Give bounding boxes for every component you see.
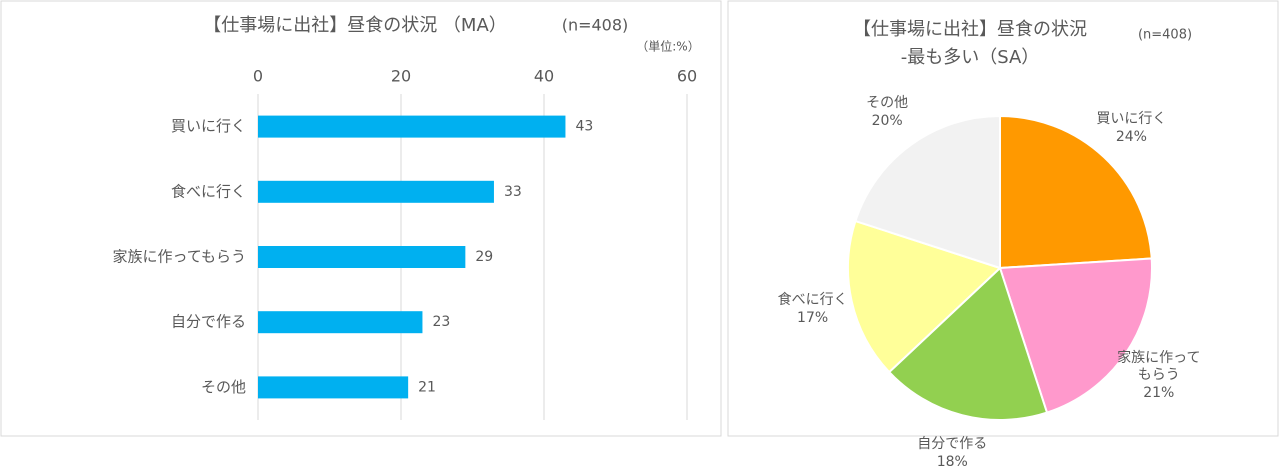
annotation: (n=408) (562, 16, 629, 35)
value-label: 21 (418, 379, 436, 395)
pie-slice (847, 219, 1002, 374)
x-tick-label: 20 (391, 67, 411, 86)
bar (258, 180, 494, 203)
pie-slice (999, 114, 1153, 270)
value-label: 29 (475, 249, 493, 265)
bar (258, 376, 409, 399)
chart-subtitle: -最も多い（SA） (901, 47, 1040, 68)
bar (258, 246, 466, 268)
y-tick-label: その他 (201, 378, 246, 396)
charts: 【仕事場に出社】昼食の状況 （MA） (n=408) （単位:%） 【仕事場に出… (0, 0, 1279, 437)
chart-title: 【仕事場に出社】昼食の状況 （MA） (203, 15, 507, 36)
x-tick-label: 40 (534, 67, 554, 86)
unit-label: （単位:%） (636, 39, 699, 54)
pie-slice (998, 257, 1153, 414)
y-tick-label: 家族に作ってもらう (112, 248, 246, 266)
slice-label: 食べに行く (777, 292, 848, 309)
slice-label: その他 (866, 95, 909, 112)
slice-label: 買いに行く (1096, 110, 1167, 127)
slice-value-label: 20% (871, 113, 903, 130)
value-label: 23 (432, 314, 450, 330)
pie-slice (854, 114, 1001, 270)
slice-label: 家族に作ってもらう (1117, 349, 1201, 383)
slice-value-label: 24% (1115, 128, 1147, 145)
slice-value-label: 17% (797, 310, 829, 327)
annotation: (n=408) (1138, 28, 1192, 43)
bar (258, 115, 566, 138)
chart-title: 【仕事場に出社】昼食の状況 (853, 19, 1087, 40)
pie-slice (887, 266, 1049, 421)
slice-label: 自分で作る (917, 436, 988, 453)
slice-value-label: 18% (936, 454, 968, 471)
y-tick-label: 食べに行く (171, 182, 246, 200)
panel (0, 0, 722, 437)
slice-value-label: 21% (1143, 384, 1175, 401)
bar (258, 311, 423, 334)
value-label: 43 (575, 119, 593, 135)
x-tick-label: 0 (253, 67, 263, 86)
y-tick-label: 買いに行く (171, 117, 246, 135)
value-label: 33 (504, 184, 522, 200)
y-tick-label: 自分で作る (171, 313, 246, 331)
x-tick-label: 60 (677, 67, 697, 86)
